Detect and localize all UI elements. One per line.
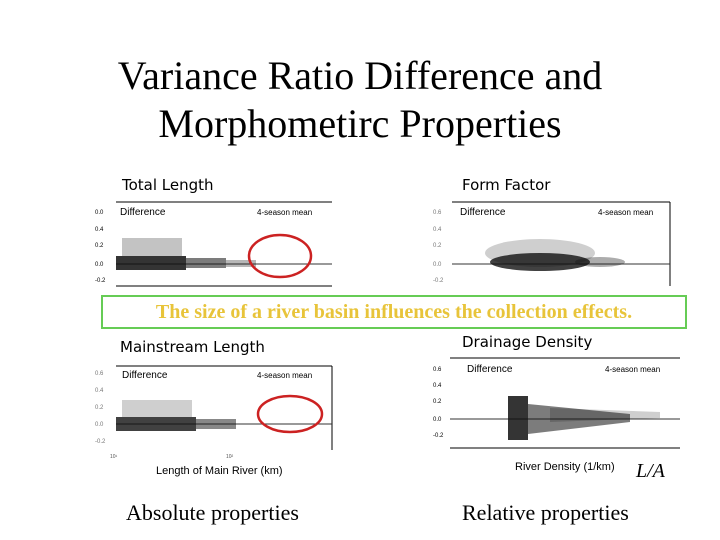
svg-text:0.0: 0.0 xyxy=(95,210,104,216)
plot-label-drainage-density: Drainage Density xyxy=(462,333,593,351)
svg-text:0.4: 0.4 xyxy=(95,388,104,394)
svg-text:0.6: 0.6 xyxy=(433,367,442,373)
svg-text:Difference: Difference xyxy=(120,207,166,218)
plot-label-mainstream-length: Mainstream Length xyxy=(120,338,265,356)
plot-label-total-length: Total Length xyxy=(122,176,214,194)
svg-text:4-season mean: 4-season mean xyxy=(598,208,653,217)
plot-label-form-factor: Form Factor xyxy=(462,176,551,194)
svg-text:0.2: 0.2 xyxy=(433,243,442,249)
svg-text:0.0: 0.0 xyxy=(433,417,442,423)
svg-text:10¹: 10¹ xyxy=(110,454,118,460)
svg-text:Difference: Difference xyxy=(467,364,513,375)
svg-text:Difference: Difference xyxy=(460,207,506,218)
svg-text:10²: 10² xyxy=(226,454,234,460)
svg-text:0.2: 0.2 xyxy=(95,405,104,411)
svg-text:0.0: 0.0 xyxy=(95,422,104,428)
plot-form-factor: 0.6 0.4 0.2 0.0 -0.2 Difference 4-season mea… xyxy=(430,198,680,290)
svg-text:4-season mean: 4-season mean xyxy=(257,208,312,217)
svg-text:Difference: Difference xyxy=(122,370,168,381)
svg-text:0.4: 0.4 xyxy=(433,227,442,233)
svg-text:0.2: 0.2 xyxy=(95,243,104,249)
svg-text:-0.2: -0.2 xyxy=(433,278,444,284)
plot-total-length: 0.0 0.4 0.2 0.0 -0.2 Difference 4-season mea… xyxy=(92,198,342,290)
svg-text:0.4: 0.4 xyxy=(95,227,104,233)
svg-text:-0.2: -0.2 xyxy=(433,433,444,439)
svg-text:0.2: 0.2 xyxy=(433,399,442,405)
xlabel-main-river: Length of Main River (km) xyxy=(156,465,283,477)
svg-text:0.6: 0.6 xyxy=(95,371,104,377)
caption-absolute-properties: Absolute properties xyxy=(126,500,299,525)
svg-text:-0.2: -0.2 xyxy=(95,278,106,284)
svg-text:0.0: 0.0 xyxy=(95,262,104,268)
xlabel-river-density: River Density (1/km) xyxy=(515,461,615,473)
key-finding-banner: The size of a river basin influences the… xyxy=(101,295,687,329)
plot-mainstream-length: 0.6 0.4 0.2 0.0 -0.2 Difference 4-season mea… xyxy=(92,362,342,462)
svg-text:0.6: 0.6 xyxy=(433,210,442,216)
plot-drainage-density: 0.6 0.4 0.2 0.0 -0.2 Difference 4-season mea… xyxy=(430,356,690,456)
slide-title: Variance Ratio Difference and Morphometi… xyxy=(0,52,720,148)
svg-text:0.4: 0.4 xyxy=(433,383,442,389)
title-line-2: Morphometirc Properties xyxy=(158,101,562,146)
title-line-1: Variance Ratio Difference and xyxy=(117,53,603,98)
svg-text:-0.2: -0.2 xyxy=(95,439,106,445)
caption-relative-properties: Relative properties xyxy=(462,500,629,525)
svg-text:0.0: 0.0 xyxy=(433,262,442,268)
svg-text:4-season mean: 4-season mean xyxy=(257,371,312,380)
banner-text: The size of a river basin influences the… xyxy=(155,301,633,323)
ratio-label: L/A xyxy=(636,460,665,482)
svg-text:4-season mean: 4-season mean xyxy=(605,365,660,374)
